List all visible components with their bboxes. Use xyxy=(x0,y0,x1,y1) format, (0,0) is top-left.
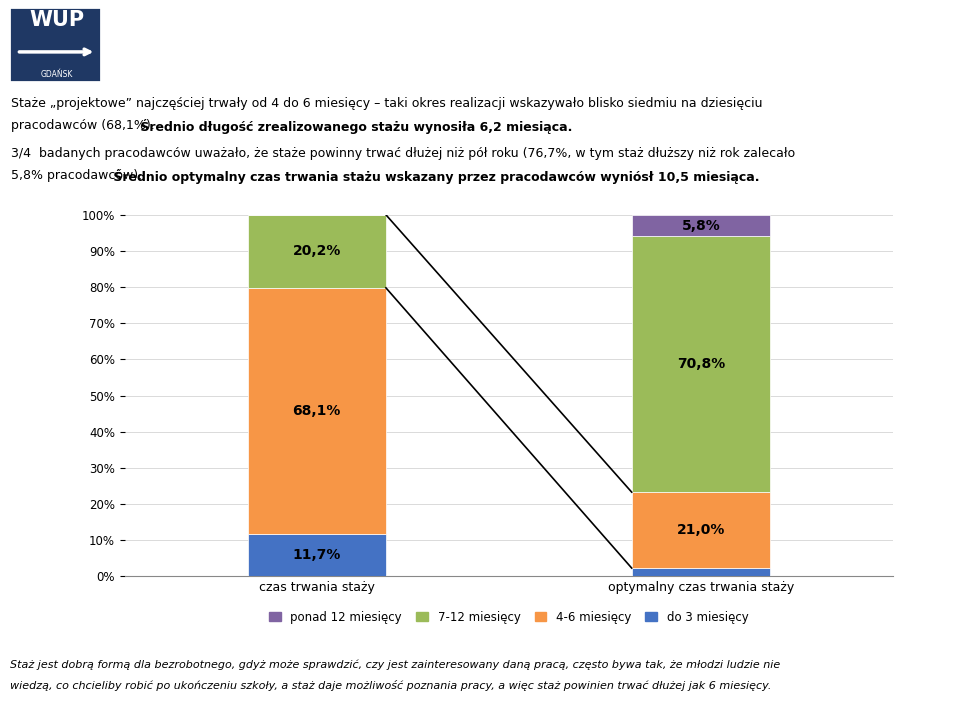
Text: zdaniem pracodawców: zdaniem pracodawców xyxy=(399,55,629,74)
Text: Średnio optymalny czas trwania stażu wskazany przez pracodawców wyniósł 10,5 mie: Średnio optymalny czas trwania stażu wsk… xyxy=(109,169,759,184)
Text: Staż jest dobrą formą dla bezrobotnego, gdyż może sprawdzić, czy jest zaintereso: Staż jest dobrą formą dla bezrobotnego, … xyxy=(10,660,780,670)
Bar xyxy=(248,215,386,288)
Legend: ponad 12 miesięcy, 7-12 miesięcy, 4-6 miesięcy, do 3 miesięcy: ponad 12 miesięcy, 7-12 miesięcy, 4-6 mi… xyxy=(265,606,753,629)
Text: 11,7%: 11,7% xyxy=(293,548,341,562)
Text: 70,8%: 70,8% xyxy=(677,357,725,371)
Text: WUP: WUP xyxy=(30,10,84,29)
Text: 21,0%: 21,0% xyxy=(677,523,725,537)
Text: GDAŃSK: GDAŃSK xyxy=(40,69,73,79)
Text: Czas trwania staży w projekcie, a optymalny czas trwania staży: Czas trwania staży w projekcie, a optyma… xyxy=(192,19,835,38)
Text: wiedzą, co chcieliby robić po ukończeniu szkoły, a staż daje możliwość poznania : wiedzą, co chcieliby robić po ukończeniu… xyxy=(10,680,771,691)
Text: 5,8% pracodawców).: 5,8% pracodawców). xyxy=(12,169,143,182)
FancyBboxPatch shape xyxy=(10,7,101,82)
Text: 20,2%: 20,2% xyxy=(293,244,341,258)
Bar xyxy=(632,568,770,576)
Bar xyxy=(632,492,770,568)
Text: Średnio długość zrealizowanego stażu wynosiła 6,2 miesiąca.: Średnio długość zrealizowanego stażu wyn… xyxy=(135,119,572,134)
Text: 68,1%: 68,1% xyxy=(293,404,341,418)
Text: pracodawców (68,1%).: pracodawców (68,1%). xyxy=(12,119,156,132)
Text: 5,8%: 5,8% xyxy=(682,218,720,233)
Text: Staże „projektowe” najczęściej trwały od 4 do 6 miesięcy – taki okres realizacji: Staże „projektowe” najczęściej trwały od… xyxy=(12,97,763,110)
Text: 3/4  badanych pracodawców uważało, że staże powinny trwać dłużej niż pół roku (7: 3/4 badanych pracodawców uważało, że sta… xyxy=(12,147,796,160)
Bar xyxy=(632,216,770,236)
Bar xyxy=(248,534,386,576)
Bar xyxy=(248,288,386,534)
Bar xyxy=(632,236,770,492)
